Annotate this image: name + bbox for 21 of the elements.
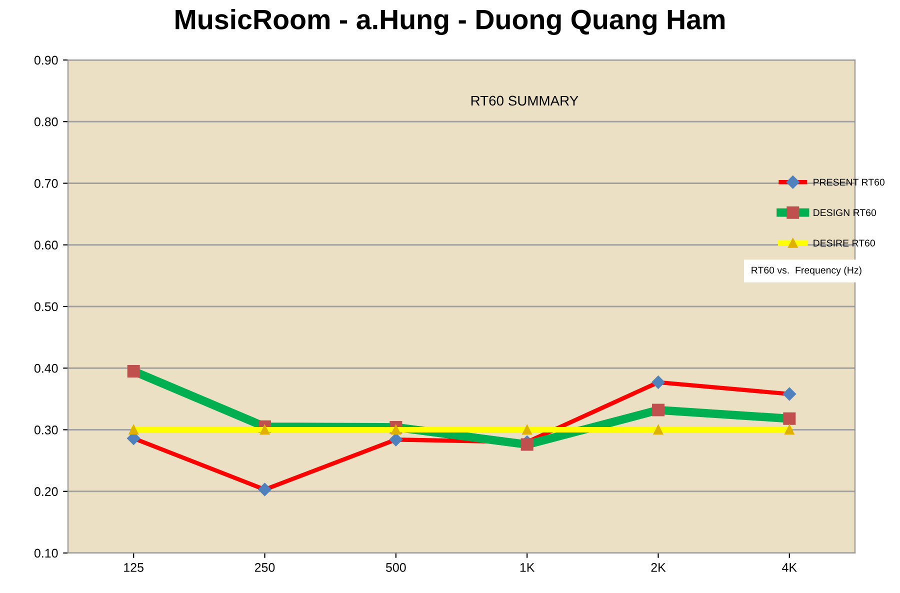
y-tick-label: 0.10: [34, 548, 58, 558]
y-tick-label: 0.60: [34, 240, 58, 250]
x-tick-label: 4K: [782, 563, 797, 572]
y-tick-label: 0.80: [34, 117, 58, 126]
legend-label: DESIGN RT60: [814, 209, 876, 216]
x-tick-label: 1K: [520, 563, 535, 572]
x-tick-label: 250: [254, 563, 275, 572]
legend-label: PRESENT RT60: [814, 178, 885, 186]
text: RT60 SUMMARY: [471, 96, 578, 106]
x-tick-label: 125: [124, 563, 144, 572]
x-tick-label: 2K: [651, 563, 666, 572]
legend-label: DESIRE RT60: [814, 240, 875, 247]
y-tick-label: 0.50: [34, 302, 58, 312]
annotation: RT60 vs. Frequency (Hz): [752, 266, 862, 276]
y-tick-label: 0.30: [34, 426, 58, 434]
y-tick-label: 0.70: [34, 179, 58, 188]
chart-title: MusicRoom - a.Hung - Duong Quang Ham: [176, 8, 725, 36]
y-tick-label: 0.90: [34, 56, 58, 65]
x-tick-label: 500: [386, 563, 406, 572]
y-tick-label: 0.20: [34, 487, 58, 496]
y-tick-label: 0.40: [34, 364, 58, 373]
